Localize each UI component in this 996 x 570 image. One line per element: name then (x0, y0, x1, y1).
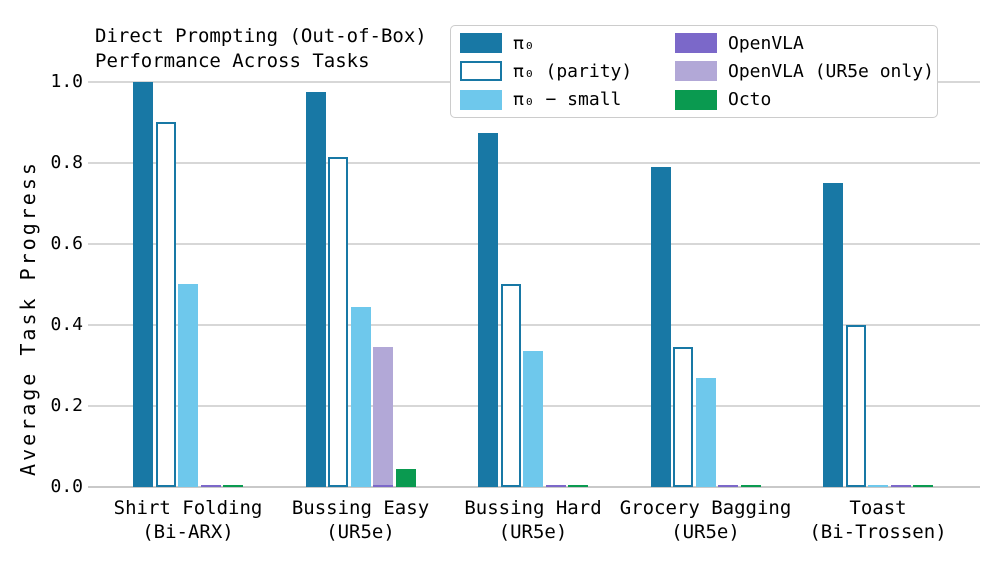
x-tick-label-task: Bussing Easy (291, 497, 430, 519)
x-tick-label-4: Toast (Bi-Trossen) (763, 496, 993, 544)
bar-pi0-0 (133, 82, 153, 487)
legend-swatch-pi0-parity (460, 61, 502, 82)
bar-pi0-parity-3 (673, 347, 693, 487)
bar-pi0-small-1 (350, 307, 371, 487)
bar-pi0-small-2 (523, 351, 543, 487)
legend-label-pi0: π₀ (513, 32, 535, 54)
x-tick-label-0: Shirt Folding (Bi-ARX) (73, 496, 303, 544)
bar-octo-1 (395, 469, 416, 487)
legend-label-openvla: OpenVLA (728, 32, 804, 54)
x-tick-label-task: Toast (849, 497, 907, 519)
chart-title: Direct Prompting (Out-of-Box) Performanc… (95, 24, 427, 74)
bar-pi0-parity-2 (500, 284, 521, 487)
bar-pi0-small-4 (868, 485, 888, 487)
bar-pi0-small-0 (178, 284, 198, 487)
x-tick-label-task: Bussing Hard (464, 497, 602, 519)
legend-swatch-openvla-ur5e-only (675, 61, 717, 82)
legend-label-octo: Octo (728, 89, 772, 111)
bar-openvla-2 (545, 485, 566, 487)
x-tick-label-robot: (UR5e) (326, 521, 395, 543)
x-tick-label-2: Bussing Hard (UR5e) (418, 496, 648, 544)
bar-pi0-parity-4 (845, 325, 866, 487)
x-tick-label-robot: (Bi-Trossen) (809, 521, 947, 543)
gridline (88, 324, 980, 326)
bar-openvla-ur5e-only-1 (373, 347, 393, 487)
x-tick-label-robot: (UR5e) (498, 521, 568, 543)
y-tick-label: 0.4 (50, 314, 83, 335)
legend-swatch-octo (675, 89, 717, 110)
legend-label-pi0-small: π₀ − small (513, 89, 622, 111)
bar-pi0-1 (305, 92, 326, 487)
chart-title-line-1: Direct Prompting (Out-of-Box) (95, 25, 427, 47)
bar-openvla-1 (373, 485, 393, 487)
x-tick-label-task: Grocery Bagging (619, 497, 792, 519)
bar-openvla-0 (200, 485, 221, 487)
legend-item-pi0-small: π₀ − small (460, 89, 675, 110)
bar-pi0-parity-0 (155, 122, 176, 487)
legend-label-openvla-ur5e-only: OpenVLA (UR5e only) (728, 60, 934, 82)
y-tick-label: 0.0 (50, 476, 83, 497)
bar-octo-4 (913, 485, 933, 487)
y-tick-label: 0.2 (50, 395, 83, 416)
legend-swatch-pi0 (460, 33, 502, 54)
bar-octo-0 (223, 485, 243, 487)
bar-pi0-4 (823, 183, 843, 487)
bar-pi0-2 (478, 133, 498, 487)
legend-swatch-pi0-small (460, 89, 502, 110)
legend-item-openvla-ur5e-only: OpenVLA (UR5e only) (675, 61, 934, 82)
legend-item-openvla: OpenVLA (675, 33, 934, 54)
gridline (88, 162, 980, 164)
legend-swatch-openvla (675, 33, 717, 54)
y-tick-label: 1.0 (50, 71, 83, 92)
legend: π₀ π₀ (parity) π₀ − small OpenVLA OpenVLA (U… (450, 25, 938, 118)
bar-pi0-small-3 (695, 378, 716, 487)
gridline (88, 243, 980, 245)
y-tick-label: 0.8 (50, 152, 83, 173)
legend-label-pi0-parity: π₀ (parity) (513, 60, 633, 82)
x-tick-label-1: Bussing Easy (UR5e) (246, 496, 476, 544)
y-tick-label: 0.6 (50, 233, 83, 254)
x-tick-label-3: Grocery Bagging (UR5e) (591, 496, 821, 544)
bar-pi0-3 (650, 167, 671, 487)
legend-item-pi0: π₀ (460, 33, 675, 54)
bar-octo-3 (740, 485, 761, 487)
legend-item-pi0-parity: π₀ (parity) (460, 61, 675, 82)
bar-octo-2 (568, 485, 588, 487)
x-tick-label-task: Shirt Folding (113, 497, 263, 519)
x-tick-label-robot: (Bi-ARX) (142, 521, 234, 543)
bar-pi0-parity-1 (328, 157, 348, 487)
x-axis-baseline (88, 486, 980, 488)
chart-title-line-2: Performance Across Tasks (95, 50, 370, 72)
bar-openvla-4 (890, 485, 911, 487)
legend-item-octo: Octo (675, 89, 934, 110)
x-tick-label-robot: (UR5e) (671, 521, 740, 543)
bar-openvla-3 (718, 485, 738, 487)
